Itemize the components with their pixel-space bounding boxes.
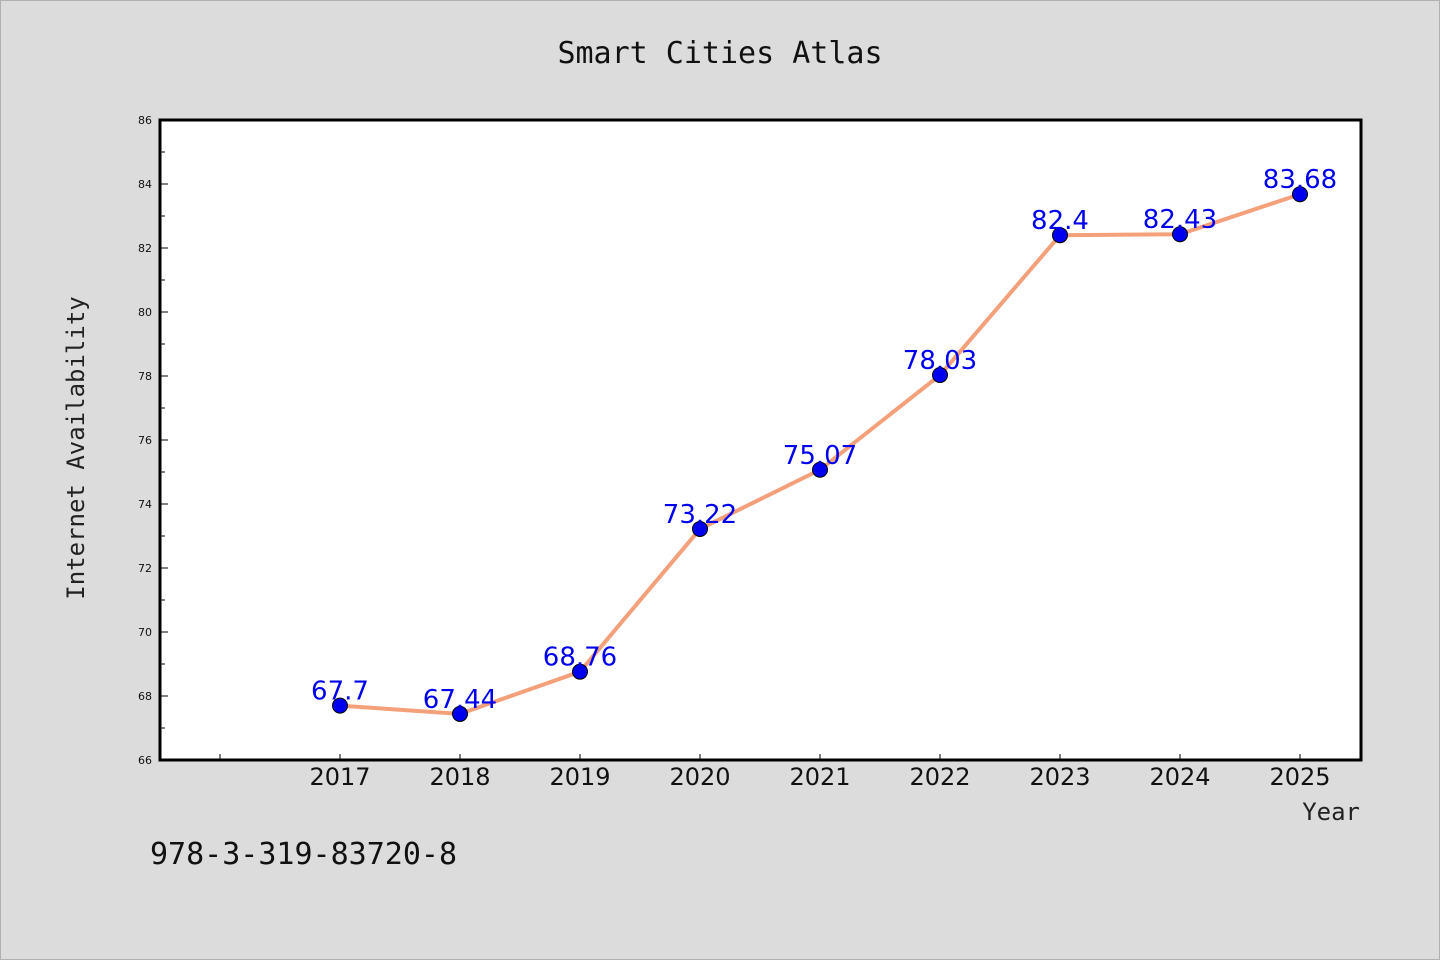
y-tick-label: 84: [138, 178, 152, 191]
data-point: [1052, 227, 1068, 244]
y-axis-label: Internet Availability: [62, 296, 90, 599]
x-axis-label: Year: [1302, 798, 1360, 826]
data-label: 68.76: [543, 643, 617, 673]
x-tick-label: 2024: [1149, 763, 1210, 791]
y-tick-label: 82: [138, 242, 152, 255]
data-label: 82.4: [1031, 206, 1089, 236]
y-tick-label: 74: [138, 498, 152, 511]
x-tick-label: 2021: [789, 763, 850, 791]
data-point: [692, 520, 708, 537]
data-label: 78.03: [903, 346, 977, 376]
data-point: [452, 705, 468, 722]
x-tick-label: 2023: [1029, 763, 1090, 791]
isbn-text: 978-3-319-83720-8: [150, 837, 457, 872]
y-tick-label: 78: [138, 370, 152, 383]
data-point: [1172, 226, 1188, 243]
x-tick-label: 2025: [1269, 763, 1330, 791]
y-tick-label: 68: [138, 690, 152, 703]
data-point: [932, 367, 948, 384]
chart-title: Smart Cities Atlas: [557, 36, 882, 71]
y-tick-label: 66: [138, 754, 152, 767]
x-tick-label: 2022: [909, 763, 970, 791]
y-tick-label: 76: [138, 434, 152, 447]
data-label: 67.7: [311, 677, 369, 707]
x-tick-label: 2018: [429, 763, 490, 791]
y-axis: 66 68 70 72 74 76 78 80 82 84 86: [138, 114, 168, 767]
data-point: [1292, 186, 1308, 203]
data-label: 82.43: [1143, 205, 1217, 235]
data-point: [812, 461, 828, 478]
data-point: [332, 697, 348, 714]
data-label: 75.07: [783, 441, 857, 471]
data-label: 67.44: [423, 685, 497, 715]
y-tick-label: 86: [138, 114, 152, 127]
data-label: 73.22: [663, 500, 737, 530]
plot-area: [158, 118, 1363, 762]
x-axis: 2017 2018 2019 2020 2021 2022 2023 2024 2025: [219, 754, 1331, 791]
x-tick-label: 2020: [669, 763, 730, 791]
x-tick-label: 2019: [549, 763, 610, 791]
data-label: 83.68: [1263, 165, 1337, 195]
y-tick-label: 72: [138, 562, 152, 575]
data-point: [572, 663, 588, 680]
y-tick-label: 80: [138, 306, 152, 319]
series-group: 67.7 67.44 68.76 73.22 75.07 78.03 82.4 82.43 83…: [311, 165, 1337, 722]
x-tick-label: 2017: [309, 763, 370, 791]
y-tick-label: 70: [138, 626, 152, 639]
